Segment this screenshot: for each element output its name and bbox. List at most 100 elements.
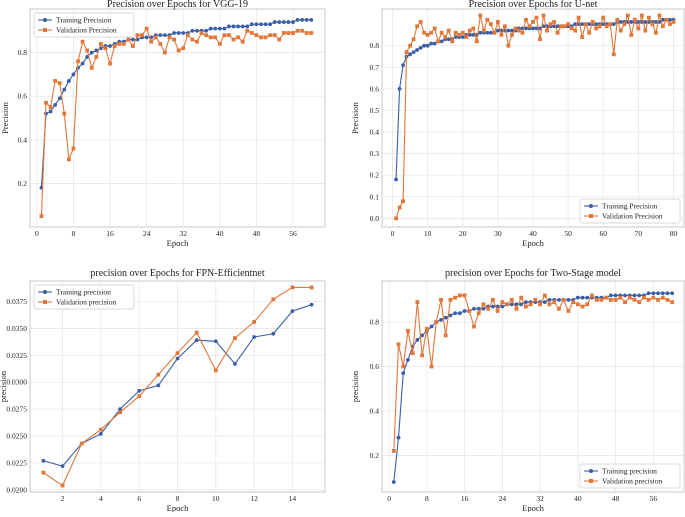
- data-point-validation: [538, 37, 542, 42]
- chart-title: precision over Epochs for FPN-Efficientn…: [90, 268, 264, 279]
- data-point-training: [222, 26, 227, 31]
- legend-marker-training: [43, 290, 47, 294]
- data-point-training: [632, 293, 637, 298]
- data-point-validation: [664, 17, 669, 22]
- data-point-validation: [281, 31, 286, 35]
- x-tick-label: 16: [106, 229, 114, 238]
- data-point-validation: [80, 39, 85, 44]
- data-point-training: [580, 295, 585, 300]
- data-point-validation: [594, 297, 599, 302]
- data-point-validation: [233, 336, 237, 340]
- data-point-validation: [418, 20, 423, 24]
- y-axis-label: precision: [350, 370, 360, 402]
- data-point-validation: [153, 35, 158, 40]
- data-point-training: [118, 407, 122, 412]
- legend-marker-validation: [43, 28, 47, 32]
- data-point-validation: [580, 304, 585, 309]
- y-tick-label: 0.0325: [6, 351, 27, 360]
- y-tick-label: 0.3: [370, 149, 380, 158]
- data-point-validation: [604, 24, 609, 29]
- legend-label-training: Training Precision: [56, 16, 112, 25]
- data-point-validation: [410, 351, 415, 356]
- data-point-validation: [585, 302, 590, 307]
- data-point-training: [661, 17, 665, 22]
- data-point-training: [651, 291, 656, 296]
- data-point-validation: [60, 483, 65, 488]
- data-point-training: [290, 309, 295, 314]
- data-point-training: [98, 431, 103, 436]
- data-point-validation: [249, 31, 254, 35]
- data-point-validation: [432, 26, 437, 31]
- data-point-training: [66, 79, 71, 83]
- data-point-training: [432, 41, 437, 46]
- data-point-training: [406, 357, 410, 362]
- data-point-validation: [41, 470, 46, 475]
- data-point-validation: [443, 35, 448, 39]
- legend-marker-validation: [589, 479, 593, 483]
- x-tick-label: 32: [536, 494, 544, 503]
- data-point-validation: [668, 22, 672, 27]
- data-point-validation: [573, 28, 578, 33]
- data-point-validation: [575, 302, 580, 307]
- data-point-validation: [448, 297, 453, 302]
- data-point-validation: [552, 20, 556, 24]
- data-point-training: [500, 304, 505, 309]
- data-point-validation: [156, 372, 161, 377]
- data-point-validation: [632, 297, 637, 302]
- data-point-validation: [608, 297, 613, 302]
- data-point-training: [245, 24, 250, 29]
- data-point-validation: [499, 33, 504, 37]
- data-point-validation: [471, 26, 476, 31]
- data-point-training: [62, 87, 67, 92]
- data-point-training: [94, 48, 99, 53]
- data-point-training: [429, 41, 434, 46]
- chart-panel-1: 0 8 16 24 32 40 48 56 0.2 0.4 0.6 0.8 Precision over…: [0, 0, 326, 248]
- data-point-validation: [559, 24, 563, 29]
- data-point-validation: [547, 302, 552, 307]
- data-point-training: [637, 293, 642, 298]
- data-point-validation: [62, 111, 67, 116]
- data-point-training: [213, 339, 218, 344]
- x-tick-label: 56: [289, 229, 297, 238]
- data-point-training: [613, 293, 618, 298]
- y-tick-label: 0.4: [370, 406, 380, 415]
- legend-box: [579, 198, 681, 224]
- data-point-validation: [408, 43, 412, 48]
- y-tick-label: 0.5: [370, 106, 380, 115]
- data-point-training: [401, 63, 405, 68]
- data-point-validation: [39, 214, 44, 218]
- data-point-validation: [436, 39, 441, 44]
- data-point-validation: [601, 15, 606, 20]
- y-tick-label: 0.4: [18, 135, 28, 144]
- data-point-validation: [195, 39, 199, 44]
- data-point-training: [272, 20, 277, 24]
- data-point-training: [425, 43, 430, 48]
- data-point-validation: [175, 351, 180, 356]
- data-point-training: [144, 35, 149, 40]
- data-point-training: [446, 37, 451, 42]
- data-point-validation: [240, 39, 245, 44]
- data-point-training: [300, 18, 305, 22]
- data-point-validation: [295, 28, 300, 33]
- data-point-validation: [415, 24, 420, 29]
- data-point-validation: [670, 300, 675, 304]
- data-point-training: [240, 24, 245, 29]
- data-point-training: [271, 331, 276, 336]
- data-point-validation: [492, 30, 497, 35]
- legend-label-validation: Validation Precision: [602, 212, 663, 221]
- data-point-validation: [396, 342, 401, 347]
- data-point-validation: [401, 364, 406, 369]
- data-point-training: [585, 295, 590, 300]
- data-point-validation: [112, 44, 117, 48]
- data-point-training: [643, 20, 648, 24]
- data-point-validation: [172, 37, 176, 42]
- data-point-validation: [531, 20, 535, 24]
- data-point-training: [57, 96, 62, 101]
- y-tick-label: 0.2: [370, 171, 380, 180]
- data-point-validation: [44, 100, 48, 105]
- x-tick-label: 0: [391, 229, 395, 238]
- x-tick-label: 16: [461, 494, 469, 503]
- data-point-validation: [552, 300, 557, 304]
- data-point-validation: [439, 297, 443, 302]
